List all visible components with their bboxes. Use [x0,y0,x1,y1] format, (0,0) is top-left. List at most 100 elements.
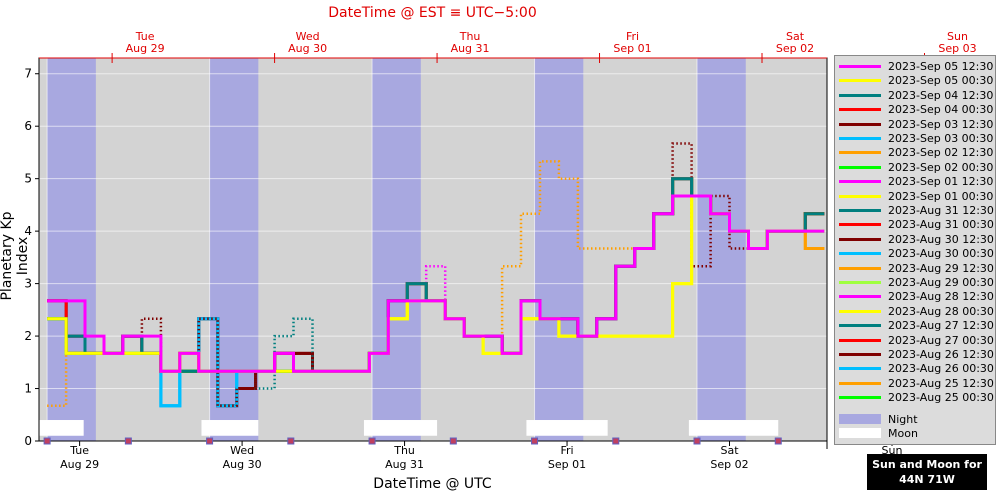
legend-swatch [839,65,881,68]
top-tick-day: Tue [135,30,155,43]
bottom-tick-date: Sep 02 [710,458,748,471]
bottom-tick-day: Sun [882,444,903,457]
legend: 2023-Sep 05 12:30 2023-Sep 05 00:30 2023-S… [834,55,996,445]
moon-bar [363,420,438,436]
location-box: Sun and Moon for 44N 71W [867,454,987,490]
legend-swatch [839,353,881,356]
legend-label: 2023-Sep 01 00:30 [888,189,994,203]
legend-swatch [839,180,881,184]
legend-label: 2023-Aug 26 12:30 [888,348,994,361]
legend-label: 2023-Aug 27 12:30 [888,319,994,333]
bottom-tick-day: Wed [230,444,254,457]
legend-swatch [839,194,881,198]
top-tick-day: Wed [296,30,320,43]
legend-label: 2023-Sep 04 00:30 [888,103,994,117]
legend-swatch [839,396,881,400]
legend-box-night [839,414,881,424]
legend-label: 2023-Aug 29 12:30 [888,261,994,275]
sunrise-marker [124,437,132,445]
legend-swatch [839,281,881,284]
legend-label: 2023-Sep 05 12:30 [888,60,994,73]
sunrise-marker [612,437,620,445]
legend-swatch [839,165,881,169]
y-tick-label: 0 [24,434,32,448]
series-lines [47,142,825,408]
legend-label: 2023-Sep 03 00:30 [888,132,994,145]
top-tick-day: Fri [626,30,639,43]
sunrise-marker [206,437,214,445]
y-tick-label: 3 [24,277,32,291]
legend-swatch [839,209,881,212]
sunrise-marker [693,437,701,445]
legend-swatch [839,223,881,227]
bottom-tick-day: Tue [69,444,89,457]
night-band [534,58,584,441]
top-tick-day: Sun [947,30,968,43]
legend-swatch [839,108,881,112]
legend-swatch [839,252,881,256]
location-line1: Sun and Moon for [872,458,982,471]
night-bands [47,58,909,441]
bottom-tick-day: Fri [560,444,573,457]
x-axis-title: DateTime @ UTC [373,476,492,492]
legend-label: 2023-Aug 27 00:30 [888,333,994,347]
bottom-tick-date: Aug 31 [385,458,424,471]
legend-label-moon: Moon [888,427,918,440]
top-axis-title: DateTime @ EST ≡ UTC−5:00 [328,5,537,21]
night-band [372,58,421,441]
legend-label: 2023-Sep 03 12:30 [888,117,994,131]
legend-label-night: Night [888,413,918,426]
bottom-tick-date: Aug 29 [60,458,99,471]
y-tick-label: 4 [24,224,32,238]
legend-label: 2023-Aug 29 00:30 [888,276,994,289]
moon-bar [39,420,84,436]
legend-swatch [839,137,881,140]
legend-label: 2023-Aug 31 00:30 [888,218,994,232]
top-tick-day: Sat [786,30,805,43]
series-line [47,194,825,373]
y-tick-label: 6 [24,119,32,133]
legend-label: 2023-Aug 31 12:30 [888,204,994,217]
legend-label: 2023-Sep 02 12:30 [888,146,994,160]
legend-box-moon [839,428,881,438]
y-tick-label: 1 [24,382,32,396]
plot-background [39,58,827,441]
legend-label: 2023-Sep 01 12:30 [888,175,994,189]
y-tick-label: 5 [24,172,32,186]
sunrise-marker [531,437,539,445]
top-tick-date: Sep 02 [776,42,814,55]
legend-label: 2023-Sep 04 12:30 [888,88,994,102]
legend-label: 2023-Sep 05 00:30 [888,74,994,88]
moon-bar [688,420,779,436]
top-tick-date: Sep 01 [613,42,651,55]
sunrise-marker [774,437,782,445]
legend-label: 2023-Aug 25 12:30 [888,376,994,390]
legend-swatch [839,324,881,328]
legend-swatch [839,309,881,313]
bottom-tick-date: Aug 30 [223,458,262,471]
legend-swatch [839,381,881,385]
y-axis-title: Planetary Kp Index [0,211,31,301]
bottom-markers [43,437,828,449]
sunrise-marker [449,437,457,445]
legend-label: 2023-Aug 28 12:30 [888,290,994,304]
legend-swatch [839,151,881,155]
legend-swatch [839,237,881,241]
top-tick-day: Thu [459,30,481,43]
legend-swatch [839,79,881,83]
bottom-tick-day: Thu [393,444,415,457]
legend-swatch [839,338,881,342]
night-band [697,58,746,441]
bottom-tick-day: Sat [720,444,739,457]
moon-bar [201,420,259,436]
legend-swatch [839,122,881,126]
legend-label: 2023-Aug 28 00:30 [888,304,994,318]
legend-swatch [839,295,881,299]
legend-label: 2023-Aug 25 00:30 [888,391,994,405]
location-line2: 44N 71W [899,473,955,486]
moon-bar [526,420,608,436]
legend-label: 2023-Aug 30 00:30 [888,247,994,261]
